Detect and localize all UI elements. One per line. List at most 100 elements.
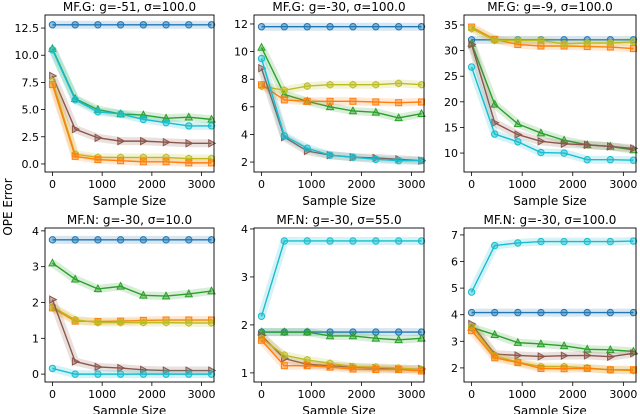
- y-tick-label: 10: [234, 46, 248, 59]
- data-point-triangle-right: [630, 348, 639, 358]
- data-point-circle: [560, 308, 568, 317]
- data-point-triangle-right: [560, 351, 569, 360]
- data-point-hexagon: [630, 37, 637, 46]
- data-point-circle: [48, 21, 57, 29]
- data-point-triangle-up: [207, 114, 216, 123]
- y-tick-label: 4: [241, 223, 248, 236]
- data-point-circle: [185, 21, 193, 29]
- series-line: [51, 75, 212, 144]
- data-point-circle: [326, 151, 334, 159]
- data-point-circle: [303, 144, 311, 152]
- data-point-triangle-up: [394, 113, 403, 122]
- data-point-circle: [629, 237, 638, 245]
- data-point-hexagon: [606, 38, 614, 47]
- data-point-circle: [280, 237, 289, 245]
- data-point-circle: [94, 370, 102, 378]
- subplot-title: MF.G: g=-9, σ=100.0: [487, 0, 613, 14]
- data-point-triangle-up: [139, 290, 148, 299]
- data-point-circle: [560, 149, 568, 157]
- y-tick-label: 2.5: [22, 131, 40, 144]
- x-tick-label: 3000: [609, 388, 637, 401]
- data-point-circle: [94, 21, 102, 29]
- y-tick-label: 3: [241, 271, 248, 284]
- data-point-square: [583, 364, 591, 372]
- data-point-circle: [394, 328, 403, 336]
- data-point-circle: [394, 237, 403, 245]
- data-point-circle: [207, 236, 216, 244]
- data-point-triangle-right: [514, 351, 523, 360]
- data-point-triangle-up: [93, 284, 103, 293]
- x-tick-label: 1000: [508, 178, 536, 191]
- data-point-circle: [491, 308, 499, 317]
- data-point-square: [139, 158, 147, 166]
- data-point-triangle-right: [94, 362, 103, 372]
- data-point-hexagon: [560, 39, 568, 48]
- data-point-circle: [162, 21, 170, 29]
- series-line: [260, 47, 422, 119]
- data-point-triangle-right: [560, 139, 569, 149]
- data-point-triangle-up: [280, 327, 289, 336]
- data-point-triangle-up: [48, 43, 57, 53]
- data-point-circle: [629, 308, 638, 317]
- data-point-square: [303, 97, 311, 105]
- data-point-circle: [139, 236, 148, 244]
- data-point-triangle-up: [371, 107, 381, 116]
- series-line: [261, 84, 422, 104]
- x-tick-label: 1000: [88, 178, 116, 191]
- data-point-hexagon: [162, 318, 170, 327]
- data-point-circle: [537, 237, 545, 246]
- x-tick-label: 1000: [88, 388, 116, 401]
- data-point-triangle-up: [513, 118, 523, 128]
- data-point-triangle-right: [117, 136, 126, 146]
- data-point-triangle-up: [48, 258, 57, 267]
- data-point-triangle-right: [208, 138, 217, 148]
- y-tick-label: 4: [32, 225, 39, 238]
- data-point-triangle-up: [559, 340, 569, 350]
- data-point-hexagon: [349, 80, 357, 89]
- y-tick-label: 3: [451, 335, 458, 348]
- data-point-circle: [207, 21, 216, 29]
- data-point-circle: [583, 156, 591, 164]
- data-point-triangle-up: [302, 327, 312, 336]
- y-tick-label: 10.0: [15, 49, 40, 62]
- x-tick-label: 2000: [348, 388, 376, 401]
- x-axis-label: Sample Size: [302, 404, 375, 414]
- data-point-circle: [185, 236, 193, 244]
- data-point-triangle-up: [536, 339, 546, 348]
- data-point-square: [514, 40, 522, 48]
- y-tick-label: 2: [451, 362, 458, 375]
- data-point-square: [280, 362, 288, 370]
- data-point-circle: [467, 63, 476, 71]
- data-point-circle: [257, 23, 266, 31]
- y-tick-label: 2: [32, 296, 39, 309]
- data-point-square: [208, 159, 216, 167]
- y-tick-label: 6: [241, 101, 248, 114]
- data-point-hexagon: [280, 351, 288, 360]
- series-line: [52, 306, 212, 324]
- data-point-circle: [185, 122, 193, 130]
- data-point-square: [117, 157, 125, 165]
- y-tick-label: 10: [444, 147, 458, 160]
- data-point-circle: [583, 308, 591, 317]
- series-line: [260, 339, 422, 372]
- data-point-circle: [116, 110, 125, 118]
- series-line: [470, 240, 634, 293]
- data-point-circle: [280, 132, 289, 140]
- x-tick-label: 3000: [188, 388, 216, 401]
- data-point-square: [537, 364, 545, 372]
- series-line: [52, 262, 212, 297]
- data-point-hexagon: [468, 24, 475, 33]
- data-point-circle: [583, 237, 591, 246]
- data-point-hexagon: [418, 80, 425, 89]
- data-point-triangle-right: [491, 118, 500, 128]
- data-point-square: [372, 366, 380, 374]
- data-point-triangle-up: [257, 42, 266, 51]
- data-point-circle: [303, 23, 311, 31]
- data-point-square: [162, 158, 170, 166]
- y-tick-label: 1: [32, 332, 39, 345]
- data-point-hexagon: [468, 322, 475, 331]
- data-point-circle: [491, 241, 499, 250]
- data-point-triangle-right: [71, 357, 81, 366]
- data-point-circle: [48, 364, 57, 373]
- data-point-triangle-up: [394, 334, 403, 344]
